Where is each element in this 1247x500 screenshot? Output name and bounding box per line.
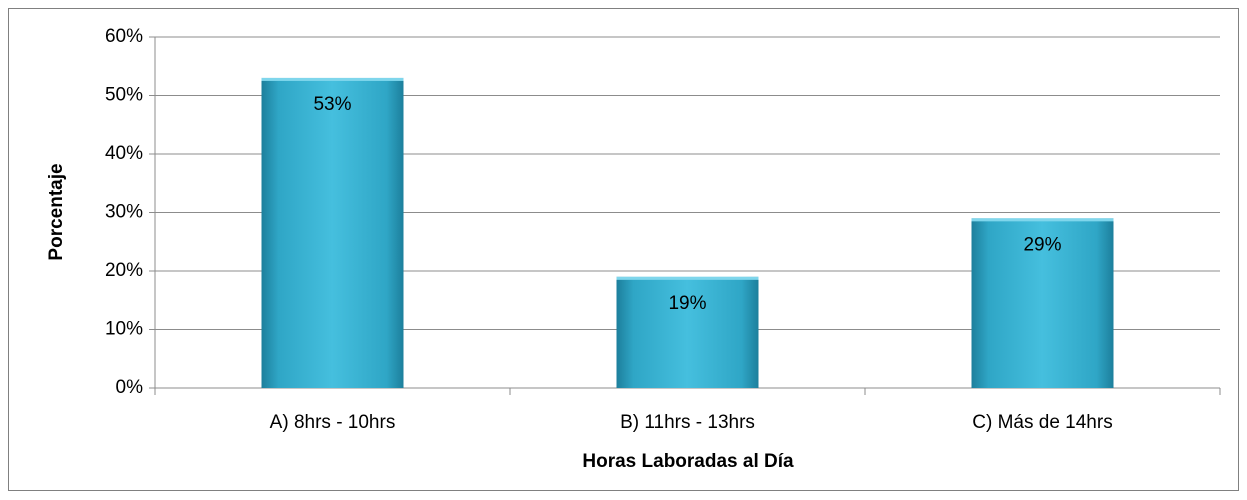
y-tick-label: 20% xyxy=(105,260,143,281)
bar-top xyxy=(616,276,759,280)
bar xyxy=(616,276,759,388)
data-label: 53% xyxy=(313,94,351,115)
y-tick-label: 30% xyxy=(105,202,143,223)
y-axis-title: Porcentaje xyxy=(46,163,67,260)
data-label: 19% xyxy=(668,293,706,314)
y-tick-label: 60% xyxy=(105,26,143,47)
y-tick-label: 0% xyxy=(116,377,144,398)
bar-top xyxy=(261,77,404,81)
x-axis-title: Horas Laboradas al Día xyxy=(582,451,794,472)
x-tick-label: C) Más de 14hrs xyxy=(972,412,1112,433)
bar-top xyxy=(971,218,1114,222)
bar xyxy=(971,218,1114,388)
bar xyxy=(261,77,404,388)
x-tick-label: B) 11hrs - 13hrs xyxy=(620,412,755,433)
x-tick-label: A) 8hrs - 10hrs xyxy=(270,412,396,433)
y-tick-label: 50% xyxy=(105,85,143,106)
y-tick-label: 10% xyxy=(105,319,143,340)
y-tick-label: 40% xyxy=(105,143,143,164)
data-label: 29% xyxy=(1023,234,1061,255)
